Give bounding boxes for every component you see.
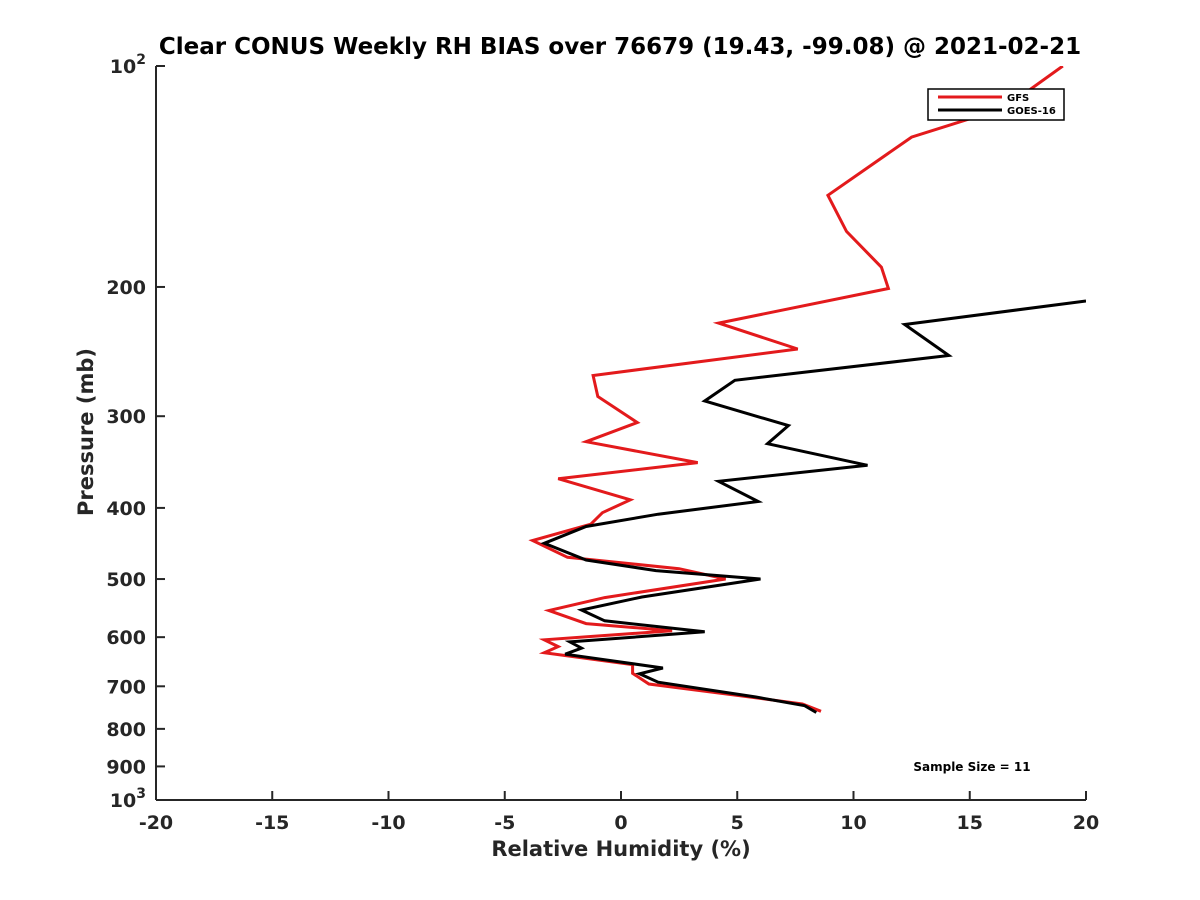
sample-size-note: Sample Size = 11 [913,760,1030,774]
y-tick-label: 600 [106,627,146,649]
y-tick-label: 102 [110,52,146,78]
y-tick-label: 200 [106,277,146,299]
legend-label: GOES-16 [1007,106,1056,117]
x-tick-label: -15 [255,812,289,834]
series-line-goes-16 [540,299,1086,714]
y-tick-label: 400 [106,498,146,520]
legend: GFS GOES-16 [927,88,1065,121]
x-axis-label: Relative Humidity (%) [491,837,750,861]
x-tick-label: -5 [494,812,515,834]
x-tick-label: 20 [1073,812,1099,834]
y-tick-label: 900 [106,756,146,778]
y-tick-label: 500 [106,569,146,591]
y-tick-label: 300 [106,406,146,428]
legend-box [927,88,1065,121]
y-axis-label: Pressure (mb) [74,348,98,516]
y-tick-label: 103 [110,786,146,812]
chart-title: Clear CONUS Weekly RH BIAS over 76679 (1… [159,34,1081,60]
x-tick-label: 0 [614,812,627,834]
x-tick-label: -20 [139,812,173,834]
y-tick-label: 700 [106,676,146,698]
x-tick-label: 5 [731,812,744,834]
x-tick-label: 15 [957,812,983,834]
legend-label: GFS [1007,93,1029,104]
x-tick-label: -10 [371,812,405,834]
y-tick-label: 800 [106,719,146,741]
x-tick-label: 10 [840,812,866,834]
